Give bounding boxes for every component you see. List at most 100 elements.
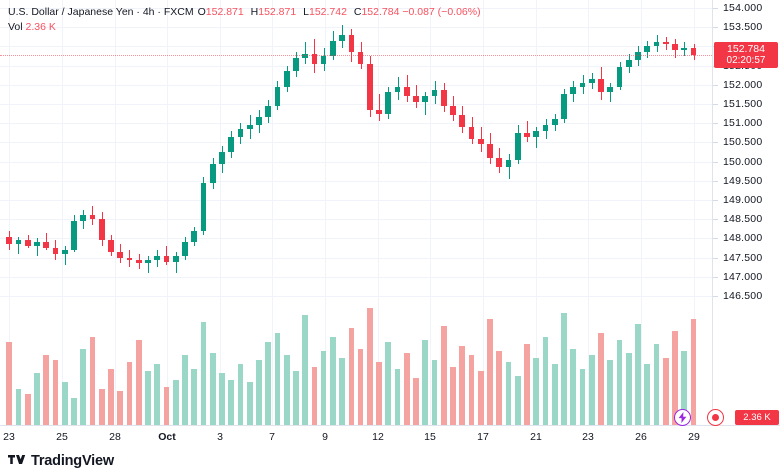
grid-layer (0, 0, 712, 425)
chart-legend[interactable]: U.S. Dollar / Japanese Yen · 4h · FXCM O1… (8, 5, 481, 34)
grid-line-vertical (694, 0, 695, 425)
volume-bar (108, 368, 114, 425)
candle-body (182, 242, 188, 256)
candlestick-series (6, 25, 697, 274)
price-tick (713, 123, 718, 125)
grid-line-vertical (483, 0, 484, 425)
time-scale[interactable]: 23 25 28 Oct 3 7 9 12 15 17 21 23 26 29 (0, 425, 780, 449)
candle-body (579, 82, 586, 87)
grid-line-vertical (62, 0, 63, 425)
candle-body (237, 128, 244, 137)
volume-bar (348, 328, 355, 425)
volume-bar (357, 348, 364, 425)
price-scale-label: 147.500 (723, 251, 763, 264)
candle-wick (18, 236, 19, 254)
volume-bar (514, 375, 521, 425)
grid-line-vertical (9, 0, 10, 425)
grid-line-horizontal (0, 161, 712, 163)
volume-bar (662, 357, 669, 425)
candle-body (302, 53, 308, 58)
time-scale-label: Oct (158, 431, 176, 443)
price-tick (713, 27, 718, 29)
candle-body (496, 157, 503, 168)
volume-bar (440, 326, 447, 425)
current-price-value: 152.784 (727, 43, 765, 56)
candle-body (487, 144, 493, 158)
volume-bar (422, 339, 429, 425)
volume-series (6, 308, 697, 425)
candle-body (542, 125, 549, 131)
candle-body (644, 46, 651, 53)
candle-body (61, 250, 68, 254)
time-scale-label: 12 (372, 431, 384, 443)
price-scale[interactable]: 154.000153.500153.000152.500152.000151.5… (712, 0, 780, 425)
grid-line-vertical (220, 0, 221, 425)
volume-value-badge: 2.36 K (735, 410, 779, 425)
grid-line-vertical (167, 0, 168, 425)
legend-symbol: U.S. Dollar / Japanese Yen · 4h · FXCM (8, 6, 194, 18)
time-scale-label: 21 (530, 431, 542, 443)
grid-line-horizontal (0, 219, 712, 221)
candle-body (246, 125, 253, 129)
candle-wick (527, 121, 528, 143)
candle-body (15, 240, 22, 245)
candle-body (145, 259, 151, 264)
candle-wick (536, 127, 537, 149)
lightning-icon[interactable] (674, 409, 691, 426)
candle-body (431, 90, 438, 97)
candle-body (52, 248, 59, 254)
candle-body (635, 52, 641, 60)
candle-body (690, 48, 697, 55)
price-scale-label: 151.000 (723, 117, 763, 130)
candle-body (477, 138, 484, 145)
volume-bar (15, 389, 22, 425)
price-scale-label: 149.500 (723, 174, 763, 187)
volume-bar (468, 355, 475, 425)
volume-bar (579, 368, 586, 425)
grid-line-horizontal (0, 142, 712, 144)
record-icon[interactable] (707, 409, 724, 426)
time-scale-label: 7 (269, 431, 275, 443)
price-scale-label: 148.000 (723, 232, 763, 245)
candle-wick (425, 92, 426, 116)
candle-body (163, 255, 170, 262)
candle-body (219, 152, 225, 164)
volume-bar (117, 391, 124, 425)
volume-bar (607, 359, 614, 425)
volume-bar (61, 382, 68, 425)
price-tick (713, 257, 718, 259)
candle-body (459, 115, 466, 127)
grid-line-horizontal (0, 103, 712, 105)
grid-line-horizontal (0, 7, 712, 9)
volume-bar (302, 314, 308, 425)
grid-line-horizontal (0, 84, 712, 86)
candle-wick (305, 42, 306, 64)
volume-bar (616, 339, 623, 425)
price-tick (713, 142, 718, 144)
price-tick (713, 103, 718, 105)
candle-body (468, 127, 475, 139)
volume-bar (524, 344, 530, 425)
volume-bar (561, 312, 567, 425)
grid-line-horizontal (0, 180, 712, 182)
price-scale-label: 146.500 (723, 290, 763, 303)
candle-body (265, 105, 271, 118)
price-scale-label: 150.500 (723, 136, 763, 149)
volume-bar (256, 359, 262, 425)
volume-bar (551, 364, 558, 425)
volume-bar (635, 323, 641, 425)
volume-bar (505, 362, 512, 425)
candle-body (598, 78, 604, 93)
candle-body (625, 59, 632, 68)
volume-bar (320, 350, 327, 425)
price-tick (713, 161, 718, 163)
price-tick (713, 180, 718, 182)
candle-body (209, 163, 216, 183)
chart-plot-area[interactable] (0, 0, 712, 425)
candle-wick (148, 255, 149, 274)
time-scale-label: 15 (424, 431, 436, 443)
candle-body (80, 215, 87, 222)
volume-bar (34, 373, 40, 425)
candle-wick (65, 246, 66, 266)
